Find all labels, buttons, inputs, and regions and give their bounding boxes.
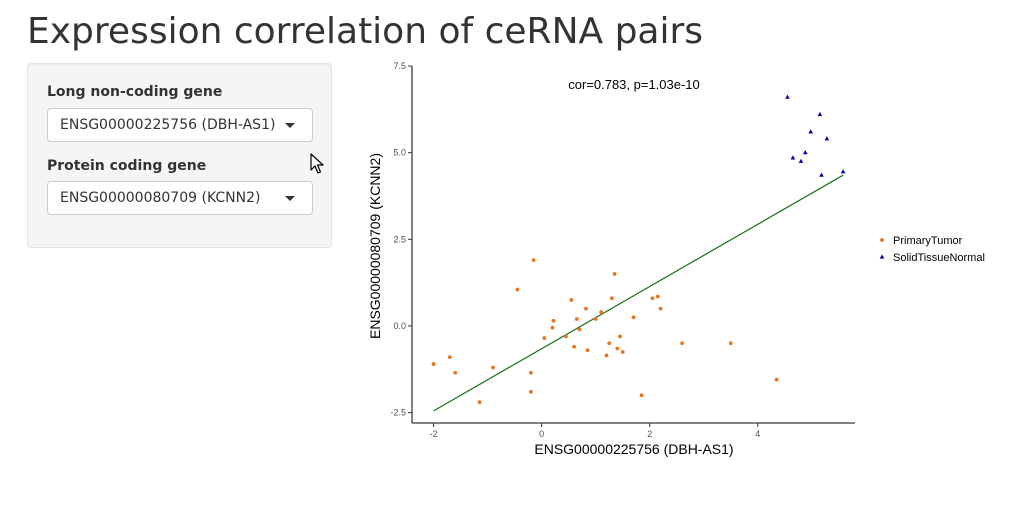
data-point	[447, 355, 452, 360]
y-tick-label: 7.5	[393, 61, 406, 71]
axes: -2 0 2 4 -2.5 0.0 2.5 5.0 7.5	[390, 61, 855, 439]
data-point	[585, 348, 590, 353]
data-point	[604, 353, 609, 358]
data-point	[639, 393, 644, 398]
data-point	[528, 389, 533, 394]
y-tick-label: 2.5	[393, 234, 406, 244]
data-point	[528, 370, 533, 375]
data-point	[655, 294, 660, 299]
data-point	[802, 150, 808, 155]
lnc-gene-value: ENSG00000225756 (DBH-AS1)	[60, 117, 276, 133]
legend-label: PrimaryTumor	[893, 235, 963, 247]
pc-gene-value: ENSG00000080709 (KCNN2)	[60, 190, 261, 206]
x-tick-label: 2	[647, 429, 652, 439]
data-point	[599, 310, 603, 314]
data-point	[728, 341, 733, 346]
pc-gene-label: Protein coding gene	[47, 158, 207, 174]
data-point	[785, 94, 790, 99]
caret-down-icon	[285, 123, 295, 128]
data-point	[564, 334, 568, 339]
lnc-gene-label: Long non-coding gene	[47, 84, 223, 100]
data-point	[790, 155, 796, 160]
y-tick-label: -2.5	[390, 408, 406, 418]
y-tick-label: 5.0	[393, 148, 406, 158]
x-tick-label: -2	[430, 429, 438, 439]
data-point	[658, 306, 663, 311]
y-axis-label: ENSG00000080709 (KCNN2)	[367, 153, 383, 339]
legend-label: SolidTissueNormal	[893, 252, 985, 264]
data-point	[618, 334, 622, 339]
data-point	[612, 272, 617, 276]
pc-gene-select[interactable]: ENSG00000080709 (KCNN2)	[47, 181, 313, 215]
data-point	[491, 365, 495, 370]
legend-key	[880, 238, 884, 242]
data-point	[680, 341, 685, 346]
data-point	[572, 344, 576, 349]
data-point	[840, 169, 846, 174]
data-point	[819, 172, 824, 177]
data-point	[453, 370, 458, 375]
data-point	[515, 287, 520, 292]
scatter-plot: -2 0 2 4 -2.5 0.0 2.5 5.0 7.5 cor=0.783, p=1.03e…	[360, 58, 1020, 468]
data-point	[650, 296, 655, 301]
data-point	[550, 325, 555, 330]
lnc-gene-select[interactable]: ENSG00000225756 (DBH-AS1)	[47, 108, 313, 142]
data-point	[817, 111, 823, 117]
data-point	[569, 298, 574, 302]
data-point	[551, 318, 556, 323]
legend: PrimaryTumor SolidTissueNormal	[879, 235, 985, 264]
data-point	[577, 327, 582, 332]
data-point	[477, 400, 482, 405]
fit-line	[433, 174, 844, 412]
data-point	[609, 296, 614, 301]
sidebar-panel: Long non-coding gene ENSG00000225756 (DB…	[27, 63, 332, 248]
data-point	[542, 336, 547, 340]
data-point	[531, 258, 536, 262]
data-point	[574, 317, 579, 321]
data-point	[620, 350, 625, 354]
data-point	[798, 158, 804, 163]
data-point	[774, 377, 779, 382]
correlation-annotation: cor=0.783, p=1.03e-10	[568, 77, 700, 92]
x-tick-label: 4	[755, 429, 760, 439]
data-point	[431, 362, 436, 366]
legend-key	[879, 254, 885, 259]
x-axis-label: ENSG00000225756 (DBH-AS1)	[534, 441, 733, 457]
data-point	[584, 306, 588, 311]
data-point	[593, 317, 598, 321]
points-group	[431, 94, 846, 405]
caret-down-icon	[285, 196, 295, 201]
fit-line-group	[433, 174, 844, 412]
data-point	[824, 136, 830, 141]
y-tick-label: 0.0	[393, 321, 406, 331]
mouse-pointer-icon	[310, 153, 324, 174]
page-title: Expression correlation of ceRNA pairs	[27, 11, 704, 52]
chart-svg: -2 0 2 4 -2.5 0.0 2.5 5.0 7.5 cor=0.783, p=1.03e…	[367, 61, 985, 457]
data-point	[607, 341, 612, 346]
x-tick-label: 0	[539, 429, 544, 439]
data-point	[808, 129, 813, 134]
data-point	[631, 315, 636, 320]
data-point	[615, 346, 620, 351]
